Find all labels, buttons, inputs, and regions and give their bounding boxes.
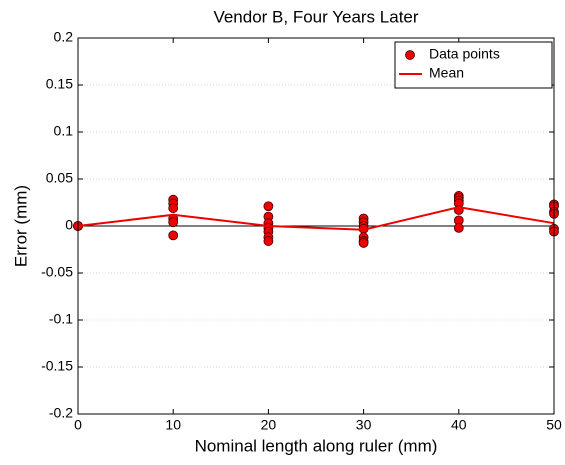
y-axis-label: Error (mm) [11, 185, 30, 267]
x-tick-label: 10 [165, 417, 181, 433]
data-point [263, 201, 274, 212]
data-point [263, 236, 274, 246]
x-tick-label: 30 [356, 417, 372, 433]
y-tick-label: 0 [65, 217, 73, 233]
chart-title: Vendor B, Four Years Later [213, 7, 418, 26]
x-axis-label: Nominal length along ruler (mm) [195, 436, 438, 455]
x-tick-label: 20 [261, 417, 277, 433]
legend-label: Mean [429, 65, 464, 81]
y-tick-label: 0.2 [54, 29, 74, 45]
x-tick-label: 50 [546, 417, 562, 433]
y-tick-label: 0.15 [46, 76, 73, 92]
data-point [453, 222, 464, 233]
x-tick-label: 0 [74, 417, 82, 433]
data-point [168, 230, 179, 241]
y-tick-label: 0.05 [46, 170, 73, 186]
y-tick-label: -0.05 [41, 264, 73, 280]
x-tick-label: 40 [451, 417, 467, 433]
legend-marker [405, 50, 415, 60]
legend-label: Data points [429, 46, 500, 62]
y-tick-label: 0.1 [54, 123, 74, 139]
y-tick-label: -0.2 [49, 405, 73, 421]
y-tick-label: -0.1 [49, 311, 73, 327]
data-point [168, 217, 179, 228]
mean-line [77, 206, 555, 231]
axes-frame [77, 37, 555, 415]
y-tick-label: -0.15 [41, 358, 73, 374]
data-point [358, 238, 369, 248]
data-point [168, 203, 179, 214]
legend-box [394, 41, 553, 89]
